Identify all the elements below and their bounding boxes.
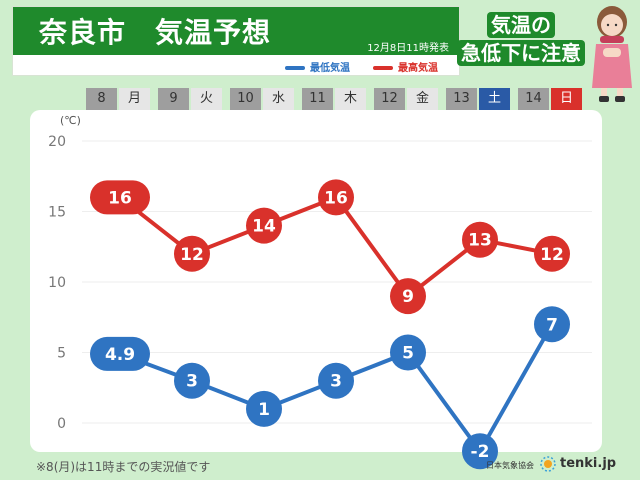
day-number: 9 — [158, 88, 189, 110]
low-temp-marker — [318, 362, 354, 399]
footnote: ※8(月)は11時までの実況値です — [36, 460, 211, 474]
high-temp-marker — [534, 235, 570, 272]
high-temp-marker — [462, 221, 498, 258]
high-temp-label: 12 — [180, 245, 204, 265]
legend-low-swatch — [285, 66, 305, 70]
high-temp-label: 12 — [540, 245, 564, 265]
y-tick-label: 0 — [57, 416, 66, 432]
title-bar: 奈良市 気温予想 12月8日11時発表 — [13, 7, 459, 55]
low-temp-label: -2 — [471, 442, 490, 462]
day-number: 11 — [302, 88, 333, 110]
low-temp-label: 3 — [330, 372, 342, 392]
callout-line1: 気温の — [487, 12, 555, 38]
y-tick-label: 15 — [48, 205, 66, 221]
y-tick-label: 10 — [48, 275, 66, 291]
plot-area — [30, 110, 602, 452]
day-number: 8 — [86, 88, 117, 110]
high-temp-label: 16 — [108, 188, 132, 208]
date-header-row: 8 月 9 火 10 水 11 木 12 金 13 土 14 日 — [86, 88, 586, 110]
high-temp-label: 14 — [252, 217, 276, 237]
low-temp-marker — [246, 390, 282, 427]
high-temp-marker — [390, 278, 426, 315]
day-weekday: 土 — [479, 88, 510, 110]
issued-time: 12月8日11時発表 — [367, 43, 449, 54]
day-weekday: 木 — [335, 88, 366, 110]
page-title: 奈良市 気温予想 — [39, 16, 272, 49]
source-credit: 日本気象協会 — [486, 461, 534, 470]
legend-low: 最低気温 — [285, 59, 350, 74]
day-weekday: 月 — [119, 88, 150, 110]
low-temp-label: 7 — [546, 315, 558, 335]
low-temp-marker — [174, 362, 210, 399]
low-temp-label: 4.9 — [105, 345, 135, 365]
high-temp-marker — [174, 235, 210, 272]
low-temp-label: 1 — [258, 400, 270, 420]
high-temp-label: 16 — [324, 188, 348, 208]
legend-low-label: 最低気温 — [310, 63, 350, 74]
sun-icon — [540, 456, 556, 472]
y-tick-label: 20 — [48, 134, 66, 150]
high-temp-label: 13 — [468, 231, 492, 251]
low-temp-marker — [90, 336, 150, 371]
legend-high-label: 最高気温 — [398, 63, 438, 74]
cold-girl-illustration — [592, 6, 632, 102]
warning-callout: 気温の 急低下に注意 — [454, 12, 588, 66]
day-weekday: 水 — [263, 88, 294, 110]
day-number: 10 — [230, 88, 261, 110]
y-tick-label: 5 — [57, 346, 66, 362]
brand-logo: tenki.jp — [560, 456, 617, 471]
day-number: 12 — [374, 88, 405, 110]
callout-line2: 急低下に注意 — [457, 40, 585, 66]
day-number: 14 — [518, 88, 549, 110]
high-temp-marker — [246, 207, 282, 244]
day-weekday: 日 — [551, 88, 582, 110]
day-weekday: 金 — [407, 88, 438, 110]
low-temp-marker — [390, 334, 426, 371]
high-temp-marker — [90, 180, 150, 215]
low-temp-label: 5 — [402, 344, 414, 364]
high-temp-label: 9 — [402, 287, 414, 307]
low-temp-marker — [462, 433, 498, 470]
day-weekday: 火 — [191, 88, 222, 110]
day-number: 13 — [446, 88, 477, 110]
legend-high-swatch — [373, 66, 393, 70]
low-temp-label: 3 — [186, 372, 198, 392]
y-unit-label: (℃) — [60, 114, 81, 127]
high-temp-marker — [318, 179, 354, 216]
header-panel: 奈良市 気温予想 12月8日11時発表 最低気温 最高気温 — [12, 6, 460, 76]
legend-high: 最高気温 — [373, 59, 438, 74]
low-temp-marker — [534, 306, 570, 343]
